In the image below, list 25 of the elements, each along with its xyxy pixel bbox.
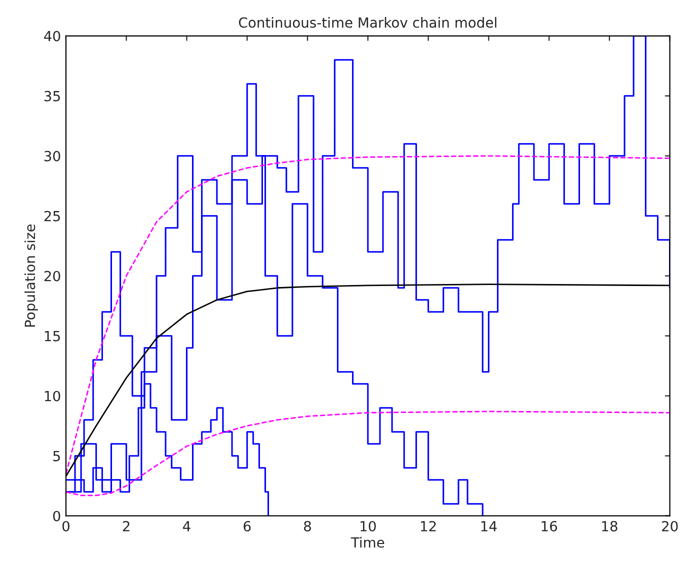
x-tick-label: 0 [62,520,70,532]
chart-title: Continuous-time Markov chain model [238,17,496,28]
y-tick-label: 5 [53,451,60,462]
y-tick-label: 0 [53,510,60,522]
x-tick-label: 2 [122,520,130,532]
x-axis-title: Time [350,536,384,548]
x-tick-label: 6 [244,520,251,532]
x-tick-label: 10 [360,520,376,532]
y-axis-title: Population size [24,224,38,327]
y-tick-label: 15 [44,331,60,342]
x-tick-label: 8 [304,520,311,532]
x-tick-label: 4 [182,521,190,532]
y-tick-label: 35 [44,90,60,102]
y-tick-label: 25 [44,210,60,222]
y-tick-label: 40 [44,30,60,42]
x-tick-label: 12 [420,520,436,532]
line-series [66,410,670,496]
x-tick-label: 18 [602,520,618,532]
y-tick-label: 20 [44,270,60,282]
x-tick-label: 16 [542,520,558,532]
line-series [66,155,670,475]
y-tick-label: 10 [44,390,60,402]
y-tick-label: 30 [44,150,60,162]
x-tick-label: 20 [662,520,678,532]
x-tick-label: 14 [481,521,497,532]
